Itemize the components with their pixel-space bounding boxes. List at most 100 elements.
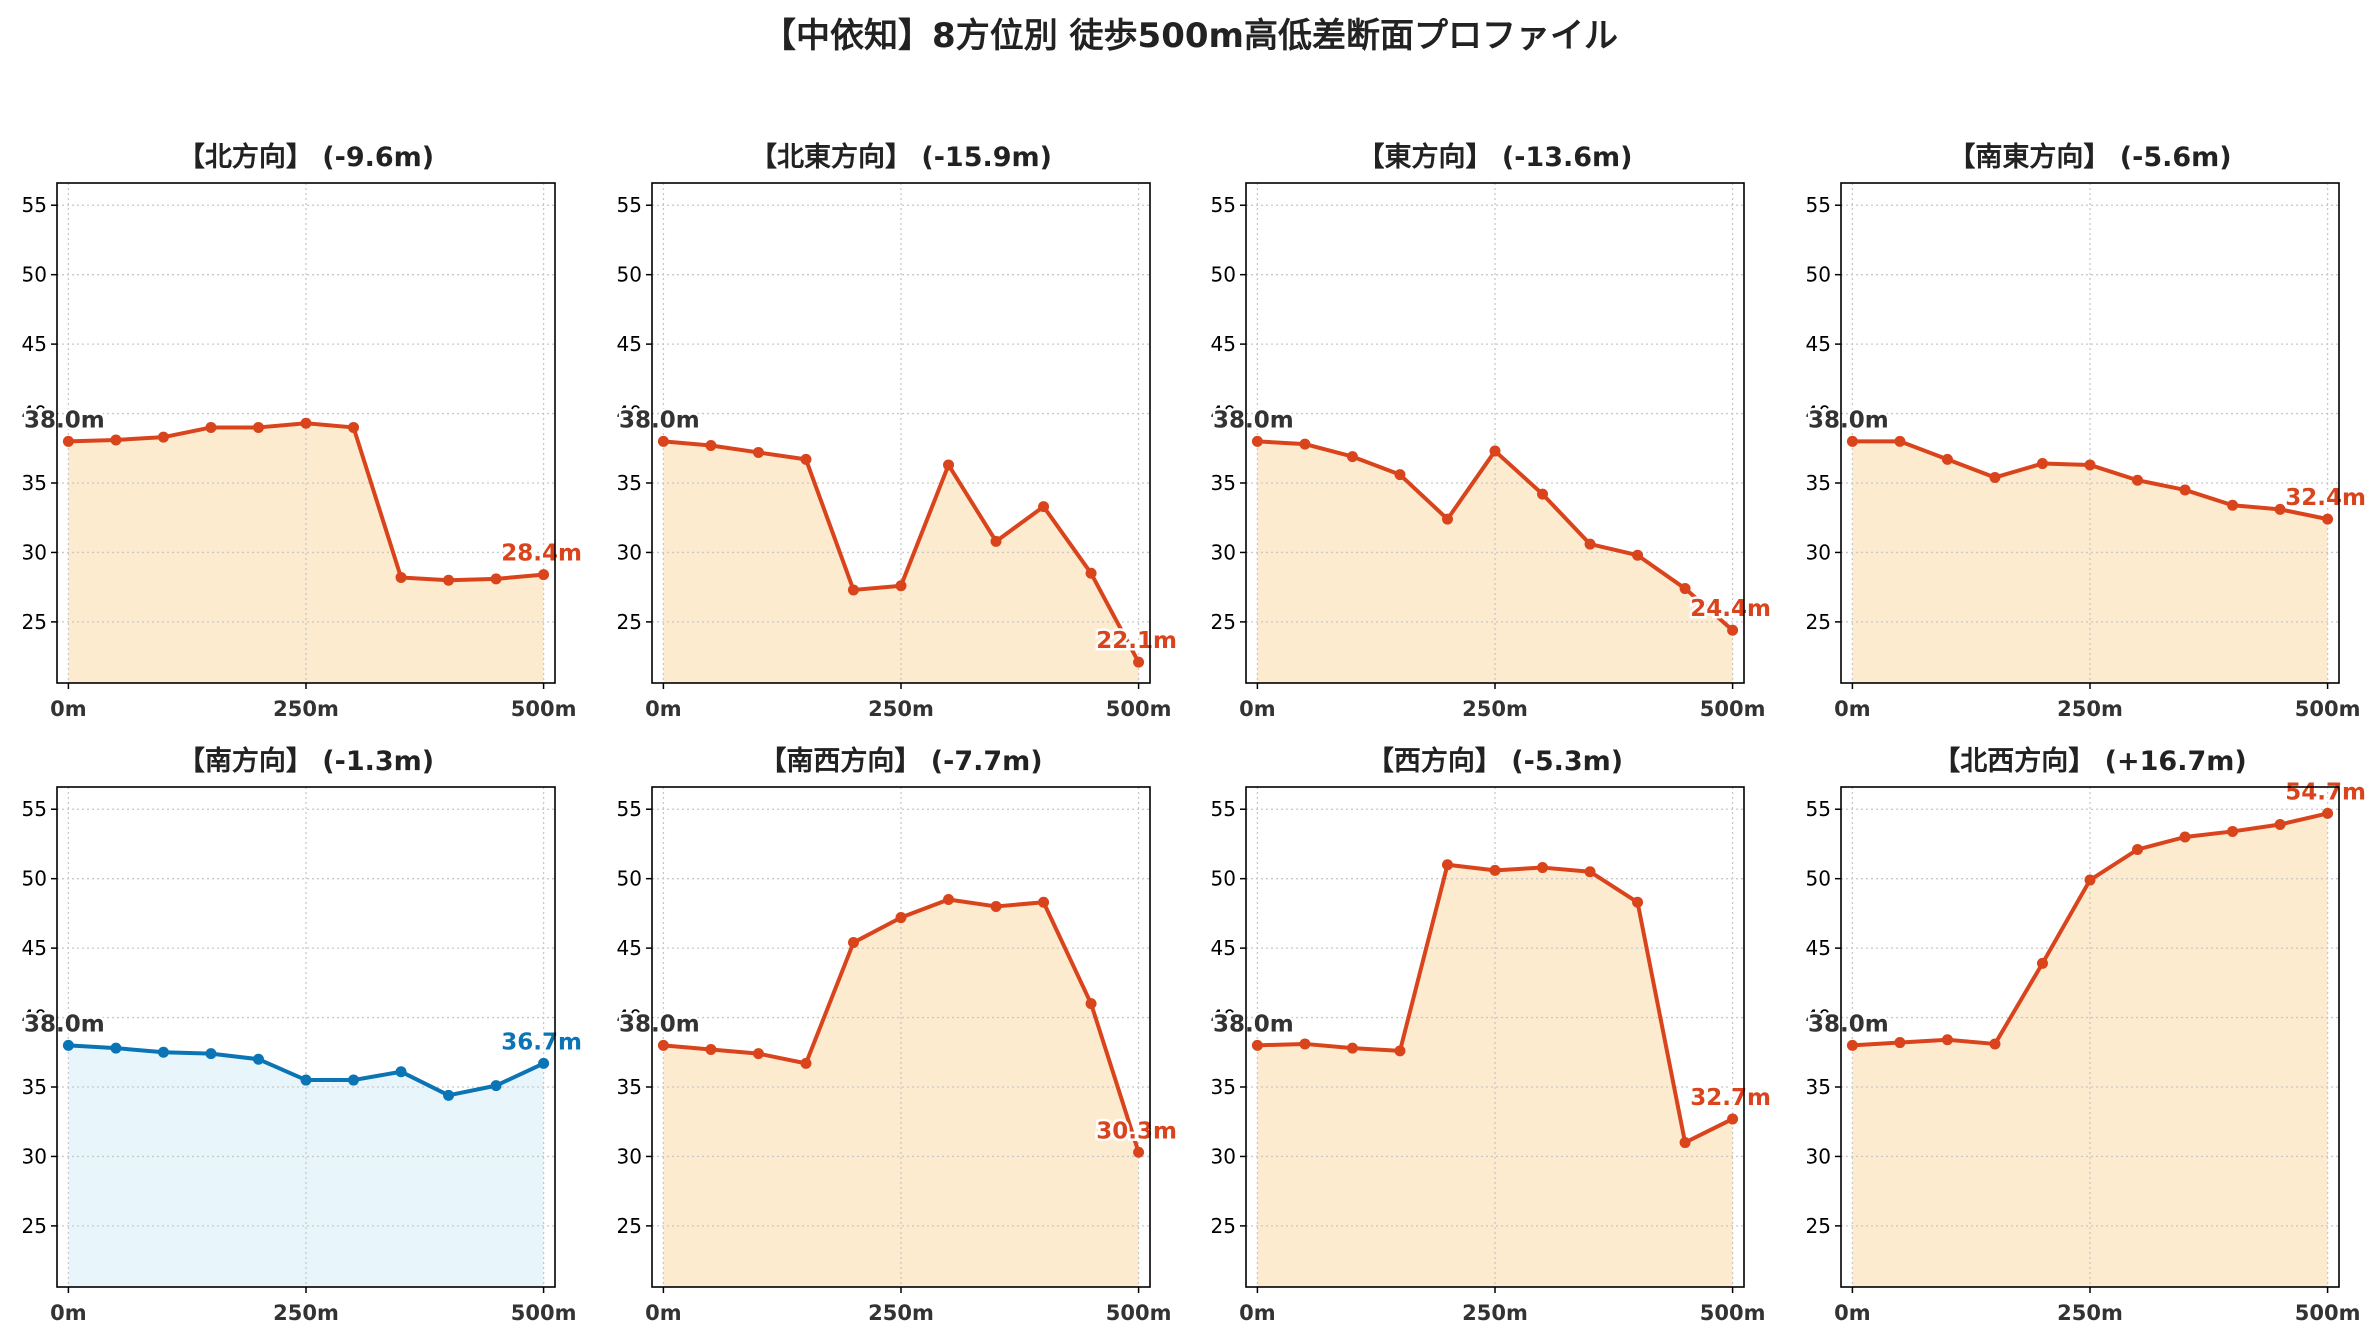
data-point [800,1057,812,1069]
data-point [1584,866,1596,878]
y-tick-label: 50 [22,867,47,891]
data-point [2179,831,2191,843]
y-tick-label: 45 [1211,936,1236,960]
y-tick-label: 25 [617,1214,642,1238]
y-tick-label: 45 [1211,332,1236,356]
end-value-label: 32.4m [2285,485,2366,511]
data-point [1537,488,1549,500]
area-fill [1257,864,1733,1287]
data-point [1537,862,1549,874]
data-point [110,434,122,446]
data-point [1346,1042,1358,1054]
y-tick-label: 40 [22,1006,47,1030]
y-tick-label: 25 [1211,610,1236,634]
area-fill [1852,813,2328,1287]
axes-frame [56,182,556,684]
data-point [2274,503,2286,515]
data-point [1679,583,1691,595]
data-point [1489,445,1501,457]
data-point [348,421,360,433]
data-point [348,1074,360,1086]
y-tick-label: 25 [1806,610,1831,634]
data-point [1133,656,1145,668]
y-tick-label: 30 [1211,540,1236,564]
x-tick-label: 0m [1239,697,1276,721]
y-tick-label: 55 [617,193,642,217]
x-tick-label: 0m [645,1301,682,1325]
y-tick-label: 55 [1211,193,1236,217]
area-fill [663,441,1139,683]
start-value-label: 38.0m [1808,1011,1889,1037]
data-point [1846,1039,1858,1051]
y-tick-label: 50 [1211,867,1236,891]
data-point [1941,1034,1953,1046]
data-point [990,900,1002,912]
panel-title: 【北東方向】 (-15.9m) [750,141,1052,173]
y-tick-label: 30 [617,540,642,564]
end-value-label: 28.4m [501,541,582,567]
chart-panel: 【南方向】 (-1.3m) 25 30 35 40 45 50 55 0m 250m 500m 38.… [22,745,585,1325]
end-value-label: 22.1m [1096,628,1177,654]
x-tick-label: 500m [511,697,577,721]
x-tick-label: 250m [868,697,934,721]
data-point [157,431,169,443]
data-point [1299,438,1311,450]
panel-title: 【南西方向】 (-7.7m) [759,745,1042,777]
data-point [205,421,217,433]
data-point [110,1042,122,1054]
data-point [205,1048,217,1060]
end-value-label: 54.7m [2285,779,2366,805]
y-tick-label: 30 [22,1144,47,1168]
data-point [2322,807,2334,819]
data-point [1038,501,1050,513]
data-point [752,446,764,458]
panel-title: 【西方向】 (-5.3m) [1367,745,1623,777]
x-tick-label: 250m [273,1301,339,1325]
data-point [1133,1146,1145,1158]
y-tick-label: 40 [1806,402,1831,426]
data-point [252,421,264,433]
y-tick-label: 55 [1211,797,1236,821]
y-tick-label: 45 [22,332,47,356]
x-tick-label: 500m [2295,697,2361,721]
y-tick-label: 50 [1806,263,1831,287]
data-point [2179,484,2191,496]
y-tick-label: 55 [22,193,47,217]
data-point [1894,435,1906,447]
data-point [300,1074,312,1086]
y-tick-label: 30 [1806,1144,1831,1168]
start-value-label: 38.0m [24,407,105,433]
y-tick-label: 35 [617,471,642,495]
data-point [990,535,1002,547]
data-point [1632,896,1644,908]
start-value-label: 38.0m [619,1011,700,1037]
y-tick-label: 35 [1211,471,1236,495]
data-point [62,435,74,447]
data-point [395,571,407,583]
data-point [1989,1038,2001,1050]
y-tick-label: 40 [1211,402,1236,426]
y-tick-label: 35 [1211,1075,1236,1099]
data-point [847,584,859,596]
axes-frame [56,786,556,1288]
data-point [2036,458,2048,470]
x-tick-label: 250m [273,697,339,721]
figure-title: 【中依知】8方位別 徒歩500m高低差断面プロファイル [762,16,1618,56]
data-point [1441,513,1453,525]
y-tick-label: 35 [1806,471,1831,495]
axes-frame [1245,786,1745,1288]
y-tick-label: 40 [617,1006,642,1030]
y-tick-label: 55 [617,797,642,821]
x-tick-label: 0m [1834,697,1871,721]
data-point [2322,513,2334,525]
x-tick-label: 0m [50,697,87,721]
y-tick-label: 55 [1806,797,1831,821]
start-value-label: 38.0m [619,407,700,433]
y-tick-label: 50 [617,263,642,287]
start-value-label: 38.0m [1213,407,1294,433]
x-tick-label: 500m [1106,1301,1172,1325]
x-tick-label: 0m [50,1301,87,1325]
data-point [943,459,955,471]
y-tick-label: 30 [22,540,47,564]
y-tick-label: 30 [1806,540,1831,564]
